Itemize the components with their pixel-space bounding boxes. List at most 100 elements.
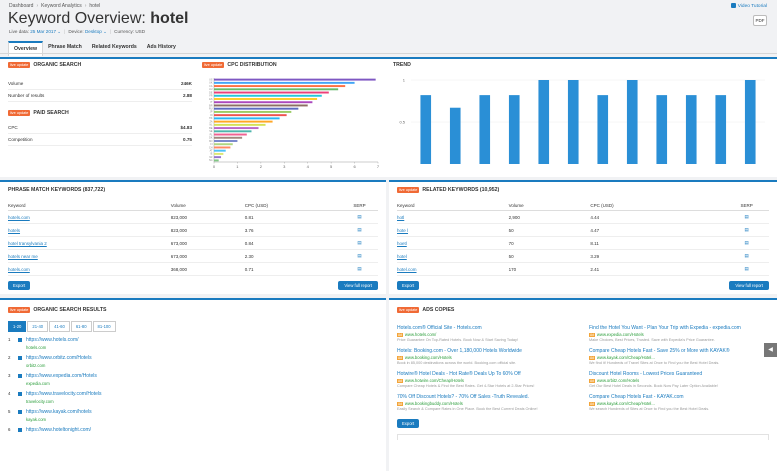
y-tick-label: 1	[403, 78, 406, 83]
ad-headline[interactable]: Discount Hotel Rooms - Lowest Prices Gua…	[589, 371, 703, 377]
tab-ads-history[interactable]: Ads History	[146, 44, 176, 50]
cpc-category-label: UK	[209, 82, 213, 85]
keyword-link[interactable]: hotels	[8, 223, 171, 237]
paid-cpc-row: CPC $4.83	[8, 122, 192, 134]
ad-headline[interactable]: Compare Cheap Hotels Fast - Save 25% or …	[589, 348, 730, 354]
result-url[interactable]: https://www.expedia.com/Hotels	[26, 373, 97, 379]
range-tab[interactable]: 81-100	[92, 321, 116, 332]
cpc-bar	[214, 133, 247, 136]
volume-cell: 823,000	[170, 223, 245, 237]
keyword-link[interactable]: hotel transylvania 2	[8, 236, 171, 250]
cpc-cell: 3.29	[590, 249, 725, 263]
cpc-category-label: AU	[209, 88, 213, 91]
keyword-link[interactable]: hotels.com	[8, 210, 171, 224]
external-link-icon[interactable]	[18, 338, 22, 342]
live-data-date[interactable]: 25 Mar 2017	[30, 29, 56, 34]
cpc-bar	[214, 107, 299, 110]
external-link-icon[interactable]	[18, 410, 22, 414]
table-header: Keyword Volume CPC (USD) SERP	[397, 201, 769, 211]
position-range-tabs: 1-20 21-40 41-60 61-80 81-100	[8, 321, 378, 332]
ad-headline[interactable]: Compare Cheap Hotels Fast - KAYAK.com	[589, 394, 684, 400]
serp-icon[interactable]: ▤	[340, 236, 378, 250]
external-link-icon[interactable]	[18, 428, 22, 432]
tab-phrase-match[interactable]: Phrase Match	[48, 44, 82, 50]
ad-url: www.orbitz.com/Hotels	[596, 378, 640, 383]
volume-cell: 673,000	[170, 236, 245, 250]
ad-headline[interactable]: Find the Hotel You Want - Plan Your Trip…	[589, 325, 741, 331]
ad-description: Easily Search & Compare Rates in One Pla…	[397, 407, 538, 411]
keyword-link[interactable]: hoetl	[397, 236, 509, 250]
chevron-down-icon[interactable]: ⌄	[56, 29, 62, 34]
ads-grid: Hotels.com® Official Site - Hotels.com Ad…	[397, 325, 769, 417]
serp-icon[interactable]: ▤	[340, 223, 378, 237]
ad-headline[interactable]: Hotels: Booking.com - Over 1,180,000 Hot…	[397, 348, 522, 354]
cpc-category-label: US	[209, 78, 213, 81]
cpc-category-label: IT	[210, 101, 213, 104]
x-tick-label: 1	[236, 164, 239, 169]
range-tab[interactable]: 41-60	[49, 321, 70, 332]
external-link-icon[interactable]	[18, 374, 22, 378]
video-tutorial-link[interactable]: Video Tutorial	[730, 3, 767, 9]
breadcrumb-dashboard[interactable]: Dashboard	[9, 3, 34, 9]
ad-headline[interactable]: 70% Off Discount Hotels? - 70% Off Sales…	[397, 394, 529, 400]
ad-label: Ad	[589, 356, 595, 360]
cpc-cell: 2.41	[590, 262, 725, 276]
view-full-report-button[interactable]: View full report	[729, 281, 769, 290]
cpc-category-label: CH	[209, 146, 213, 149]
keyword-link[interactable]: hotel.com	[397, 262, 509, 276]
chevron-down-icon[interactable]: ⌄	[101, 29, 107, 34]
result-url[interactable]: https://www.hotels.com/	[26, 337, 79, 343]
device-select[interactable]: Desktop	[84, 29, 102, 34]
keyword-link[interactable]: hotels.com	[8, 262, 171, 276]
serp-icon[interactable]: ▤	[340, 262, 378, 276]
serp-icon[interactable]: ▤	[724, 210, 769, 224]
result-url[interactable]: https://www.hoteltonight.com/	[26, 427, 92, 433]
metric-label: CPC	[8, 125, 18, 130]
cpc-category-label: ZA	[209, 120, 212, 123]
pdf-button[interactable]: PDF	[753, 15, 767, 26]
view-full-report-button[interactable]: View full report	[338, 281, 378, 290]
range-tab[interactable]: 1-20	[8, 321, 27, 332]
result-url[interactable]: https://www.travelocity.com/Hotels	[26, 391, 102, 397]
keyword-link[interactable]: hotels near me	[8, 249, 171, 263]
keyword-link[interactable]: hote l	[397, 223, 509, 237]
ad-label: Ad	[589, 333, 595, 337]
trend-chart: 10.5	[399, 78, 765, 164]
table-row: hotels 823,000 3.76 ▤	[8, 223, 378, 237]
live-update-badge: live update	[8, 110, 31, 116]
result-position: 5	[8, 409, 11, 414]
external-link-icon[interactable]	[18, 392, 22, 396]
external-link-icon[interactable]	[18, 356, 22, 360]
cpc-category-label: NO	[209, 140, 213, 143]
result-url[interactable]: https://www.orbitz.com/Hotels	[26, 355, 92, 361]
serp-icon[interactable]: ▤	[340, 210, 378, 224]
export-button[interactable]: Export	[397, 419, 420, 428]
range-tab[interactable]: 21-40	[27, 321, 49, 332]
x-tick-label: 6	[353, 164, 356, 169]
keyword-link[interactable]: hotl	[397, 210, 509, 224]
keyword-link[interactable]: hotel	[397, 249, 509, 263]
serp-icon[interactable]: ▤	[340, 249, 378, 263]
tab-related-keywords[interactable]: Related Keywords	[91, 44, 137, 50]
table-row: hotel.com 170 2.41 ▤	[397, 262, 769, 276]
organic-results-heading: ORGANIC SEARCH RESULTS	[33, 307, 107, 313]
serp-icon[interactable]: ▤	[724, 262, 769, 276]
ad-headline[interactable]: Hotels.com® Official Site - Hotels.com	[397, 325, 482, 331]
tab-overview[interactable]: Overview	[8, 41, 44, 56]
serp-icon[interactable]: ▤	[724, 236, 769, 250]
ad-copy: Hotels.com® Official Site - Hotels.com Ad…	[397, 325, 577, 342]
range-tab[interactable]: 61-80	[70, 321, 92, 332]
serp-icon[interactable]: ▤	[724, 249, 769, 263]
breadcrumb-keyword-analytics[interactable]: Keyword Analytics	[41, 3, 82, 9]
organic-search-heading: ORGANIC SEARCH	[33, 62, 82, 68]
export-button[interactable]: Export	[8, 281, 31, 290]
cpc-bar	[214, 94, 322, 97]
serp-icon[interactable]: ▤	[724, 223, 769, 237]
cpc-bar	[214, 143, 233, 146]
export-button[interactable]: Export	[397, 281, 420, 290]
cpc-cell: 2.30	[244, 249, 341, 263]
ad-headline[interactable]: Hotwire® Hotel Deals - Hot Rate® Deals U…	[397, 371, 521, 377]
feedback-tab-icon[interactable]: ◀	[764, 343, 777, 357]
result-url[interactable]: https://www.kayak.com/hotels	[26, 409, 92, 415]
breadcrumb: Dashboard › Keyword Analytics › hotel	[9, 3, 100, 9]
